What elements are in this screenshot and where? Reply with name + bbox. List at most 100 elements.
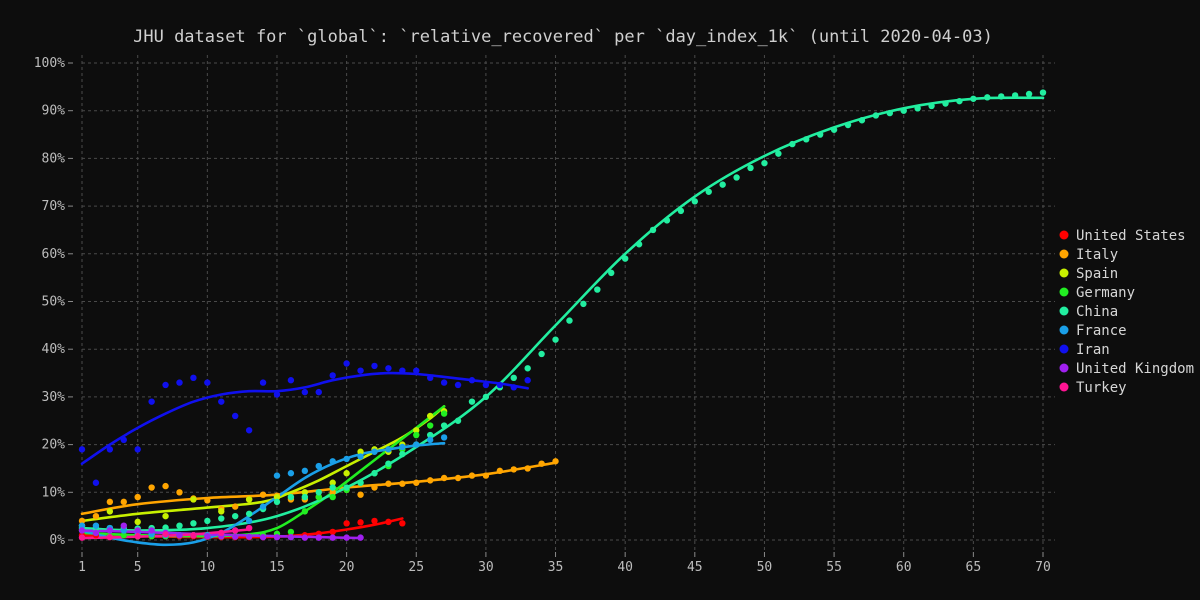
data-point-china	[482, 393, 490, 401]
legend: United States Italy Spain Germany China Franc…	[1059, 228, 1194, 396]
data-point-iran	[92, 479, 100, 486]
data-point-italy	[468, 472, 476, 479]
data-point-iran	[204, 379, 211, 386]
data-point-china	[162, 524, 169, 531]
data-point-china	[761, 159, 768, 167]
data-point-united-states	[329, 528, 336, 536]
data-point-china	[580, 300, 587, 308]
x-tick-label: 20	[339, 560, 355, 575]
data-point-iran	[120, 436, 127, 444]
data-point-spain	[245, 496, 253, 503]
data-point-iran	[287, 377, 295, 384]
data-point-iran	[162, 381, 169, 389]
data-point-china	[886, 109, 893, 117]
data-point-iran	[301, 388, 309, 396]
data-point-china	[454, 417, 462, 424]
data-point-china	[998, 93, 1005, 100]
data-point-iran	[315, 388, 322, 396]
series-points-china	[78, 89, 1047, 532]
data-point-china	[468, 398, 476, 405]
data-points	[78, 89, 1047, 541]
legend-label-spain: Spain	[1076, 266, 1118, 282]
data-point-china	[218, 515, 225, 522]
series-points-iran	[78, 360, 531, 486]
data-point-germany	[426, 422, 434, 429]
data-point-united-kingdom	[204, 532, 211, 540]
data-point-china	[775, 150, 782, 157]
data-point-iran	[218, 398, 225, 405]
legend-marker-spain	[1059, 268, 1069, 278]
data-point-china	[970, 95, 977, 102]
data-point-italy	[106, 498, 114, 506]
data-point-united-kingdom	[343, 534, 350, 541]
data-point-iran	[357, 367, 364, 374]
data-point-china	[984, 94, 991, 101]
legend-marker-united-kingdom	[1059, 363, 1069, 373]
data-point-china	[956, 97, 963, 105]
x-tick-label: 1	[78, 560, 86, 575]
data-point-france	[287, 470, 295, 477]
legend-label-germany: Germany	[1076, 285, 1135, 301]
data-point-spain	[190, 496, 197, 503]
data-point-china	[232, 512, 239, 520]
data-point-iran	[496, 381, 504, 389]
data-point-france	[357, 453, 364, 460]
data-point-united-states	[399, 520, 406, 527]
y-tick-label: 90%	[42, 104, 66, 119]
legend-label-turkey: Turkey	[1076, 380, 1127, 396]
data-point-italy	[232, 503, 239, 510]
data-point-spain	[273, 493, 281, 501]
data-point-china	[440, 422, 448, 429]
data-point-iran	[259, 379, 267, 386]
data-point-china	[719, 181, 726, 188]
trend-lines	[80, 96, 1045, 547]
legend-marker-italy	[1059, 249, 1069, 259]
data-point-italy	[148, 484, 155, 491]
legend-marker-france	[1059, 325, 1069, 335]
data-point-italy	[162, 482, 169, 490]
data-point-france	[426, 436, 434, 444]
legend-label-iran: Iran	[1076, 342, 1110, 358]
data-point-iran	[232, 412, 239, 420]
data-point-italy	[496, 467, 504, 475]
data-point-france	[399, 443, 406, 451]
data-point-iran	[343, 360, 350, 367]
data-point-france	[315, 462, 322, 470]
data-point-germany	[301, 508, 309, 515]
trend-line-germany	[80, 405, 446, 538]
legend-label-france: France	[1076, 323, 1127, 339]
legend-label-china: China	[1076, 304, 1118, 320]
series-points-italy	[78, 458, 559, 525]
data-point-turkey	[134, 532, 141, 540]
data-point-france	[343, 455, 350, 463]
x-tick-label: 40	[617, 560, 633, 575]
trend-line-italy	[80, 461, 557, 516]
y-tick-label: 0%	[49, 533, 65, 548]
data-point-spain	[106, 508, 114, 515]
data-point-united-kingdom	[329, 534, 336, 541]
data-point-china	[816, 131, 824, 138]
data-point-france	[371, 448, 378, 455]
legend-marker-turkey	[1059, 382, 1069, 392]
data-point-turkey	[245, 524, 253, 532]
data-point-iran	[148, 398, 155, 405]
data-point-united-states	[385, 518, 392, 526]
data-point-united-kingdom	[134, 527, 141, 534]
data-point-iran	[482, 381, 490, 389]
legend-label-united-states: United States	[1076, 228, 1186, 244]
data-point-china	[733, 174, 740, 181]
data-point-china	[538, 350, 545, 358]
data-point-united-kingdom	[78, 527, 86, 534]
data-point-china	[566, 317, 573, 324]
data-point-italy	[176, 489, 183, 496]
y-tick-label: 10%	[42, 485, 66, 500]
data-point-united-kingdom	[259, 533, 267, 541]
data-point-italy	[357, 491, 364, 498]
data-point-france	[440, 434, 448, 441]
data-point-italy	[329, 489, 336, 496]
data-point-china	[900, 107, 907, 114]
data-point-italy	[524, 465, 531, 472]
data-point-italy	[454, 474, 462, 482]
data-point-france	[245, 517, 253, 525]
legend-marker-china	[1059, 306, 1069, 316]
